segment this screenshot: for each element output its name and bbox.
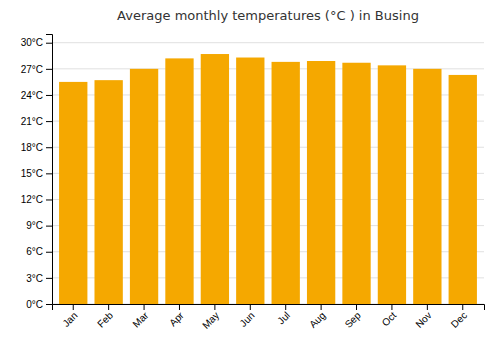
bar [94, 80, 122, 304]
tick: Nov [413, 304, 433, 330]
tick-label: Jan [60, 310, 79, 329]
bar [307, 61, 335, 304]
tick-label: 0°C [26, 299, 43, 310]
bar [201, 54, 229, 304]
tick-mark [179, 304, 180, 310]
tick-mark [356, 304, 357, 310]
tick: 27°C [21, 64, 52, 75]
bar [165, 58, 193, 304]
x-axis: Jan Feb Mar Apr May Jun Jul Aug Sep Oct Nov Dec [53, 304, 485, 331]
tick: Oct [380, 304, 399, 328]
tick-label: Nov [413, 310, 433, 330]
grid [52, 43, 484, 304]
tick-mark [46, 304, 52, 305]
bar [130, 69, 158, 304]
axis-line [53, 305, 485, 311]
y-axis: 0°C 3°C 6°C 9°C 12°C 15°C 18°C 21°C 24°C 27°C 30°C [21, 35, 53, 310]
tick-mark [321, 304, 322, 310]
grid-line [52, 42, 484, 43]
bar [378, 65, 406, 304]
tick-mark [391, 304, 392, 310]
tick: 0°C [26, 299, 52, 310]
tick-label: Feb [95, 309, 115, 329]
tick-mark [46, 199, 52, 200]
tick-label: Apr [167, 309, 186, 328]
tick-label: Aug [307, 310, 327, 330]
tick: May [200, 304, 221, 331]
tick: 3°C [26, 273, 52, 284]
tick: 15°C [21, 168, 52, 179]
bar [59, 82, 87, 304]
tick: Dec [449, 304, 469, 330]
tick-label: 9°C [26, 220, 43, 231]
tick-mark [46, 173, 52, 174]
tick-label: 15°C [21, 168, 43, 179]
tick-mark [46, 43, 52, 44]
title: Average monthly temperatures (°C ) in Bu… [117, 8, 419, 23]
tick-label: 27°C [21, 64, 43, 75]
tick-label: Sep [343, 309, 364, 330]
tick: 12°C [21, 194, 52, 205]
tick-label: Oct [380, 310, 399, 329]
bar [342, 63, 370, 304]
tick-mark [73, 304, 74, 310]
tick-mark [46, 121, 52, 122]
tick: Jul [275, 304, 292, 326]
bars [59, 54, 477, 304]
tick: 24°C [21, 90, 52, 101]
tick-mark [46, 69, 52, 70]
tick: Aug [307, 304, 327, 330]
tick-mark [46, 95, 52, 96]
tick: Apr [167, 304, 186, 328]
tick-mark [46, 226, 52, 227]
tick-mark [144, 304, 145, 310]
tick-mark [46, 252, 52, 253]
plot: 0°C 3°C 6°C 9°C 12°C 15°C 18°C 21°C 24°C 27°C 30°C… [21, 35, 485, 331]
tick-mark [427, 304, 428, 310]
tick-label: 3°C [26, 273, 43, 284]
tick: 21°C [21, 116, 52, 127]
tick-mark [214, 304, 215, 310]
tick-label: 30°C [21, 37, 43, 48]
tick-label: Mar [130, 309, 150, 329]
tick-mark [250, 304, 251, 310]
tick: Sep [343, 304, 364, 330]
tick-label: 6°C [26, 246, 43, 257]
bar [272, 62, 300, 304]
tick-label: 12°C [21, 194, 43, 205]
tick: Feb [95, 304, 115, 330]
tick-label: Jun [237, 310, 256, 329]
tick-label: May [200, 310, 221, 331]
tick: 30°C [21, 37, 52, 48]
tick-mark [46, 278, 52, 279]
tick-label: Jul [275, 310, 292, 327]
axis-line [46, 35, 53, 305]
tick: Mar [130, 304, 150, 330]
tick: 9°C [26, 220, 52, 231]
bar [413, 69, 441, 304]
tick-label: 24°C [21, 90, 43, 101]
bar [236, 58, 264, 304]
tick: 18°C [21, 142, 52, 153]
tick-mark [462, 304, 463, 310]
bar [449, 75, 477, 304]
chart: 0°C 3°C 6°C 9°C 12°C 15°C 18°C 21°C 24°C 27°C 30°C… [0, 0, 500, 350]
tick-label: 21°C [21, 116, 43, 127]
tick-label: Dec [449, 310, 469, 330]
tick-mark [46, 147, 52, 148]
tick-mark [285, 304, 286, 310]
tick: Jan [60, 304, 79, 329]
tick-mark [108, 304, 109, 310]
tick: 6°C [26, 246, 52, 257]
tick-label: 18°C [21, 142, 43, 153]
tick: Jun [237, 304, 256, 329]
